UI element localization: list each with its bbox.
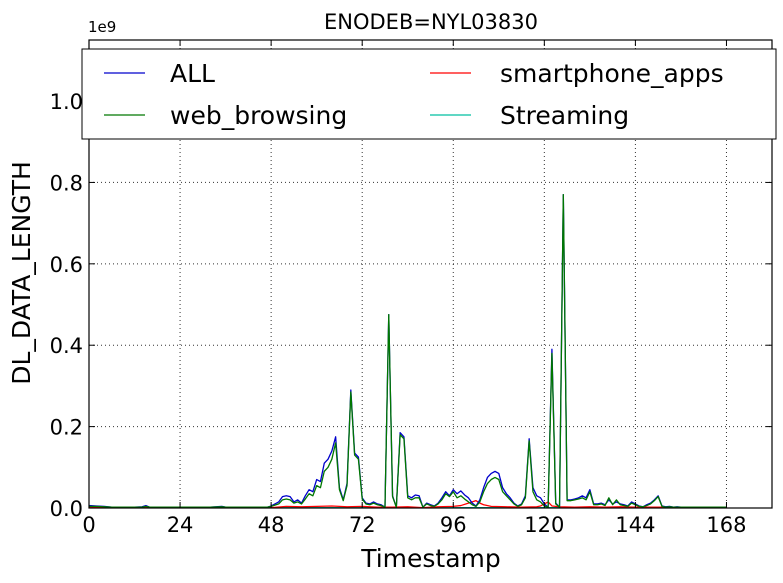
x-tick-label: 48	[258, 513, 285, 537]
legend-label-web-browsing: web_browsing	[170, 101, 347, 130]
legend-frame	[81, 48, 777, 140]
x-tick-label: 0	[82, 513, 95, 537]
x-tick-label: 120	[524, 513, 564, 537]
x-tick-label: 24	[167, 513, 194, 537]
series-line-web-browsing	[89, 193, 727, 508]
y-tick-label: 0.6	[50, 253, 83, 277]
y-axis-label: DL_DATA_LENGTH	[7, 161, 36, 385]
legend-label-all: ALL	[170, 59, 215, 88]
legend: ALL smartphone_apps web_browsing Streami…	[81, 48, 777, 140]
y-tick-label: 0.2	[50, 416, 83, 440]
y-offset-label: 1e9	[88, 18, 116, 36]
plot-frame	[88, 39, 773, 509]
x-tick-label: 144	[615, 513, 655, 537]
x-tick-label: 96	[440, 513, 467, 537]
x-tick-label: 72	[349, 513, 376, 537]
x-tick-label: 168	[706, 513, 746, 537]
y-tick-label: 0.4	[50, 334, 83, 358]
x-axis-label: Timestamp	[360, 544, 501, 573]
series-layer	[88, 193, 727, 509]
y-tick-label: 1.0	[50, 90, 83, 114]
y-tick-label: 0.0	[50, 497, 83, 521]
chart-title: ENODEB=NYL03830	[324, 10, 538, 34]
legend-label-streaming: Streaming	[500, 101, 629, 130]
axis-ticks: 0 24 48 72 96 120 144 168 0.0 0.2 0.4 0.6 0.8 1.0	[50, 40, 772, 537]
y-tick-label: 0.8	[50, 171, 83, 195]
series-line-all	[88, 193, 727, 508]
legend-label-smartphone-apps: smartphone_apps	[500, 59, 724, 88]
